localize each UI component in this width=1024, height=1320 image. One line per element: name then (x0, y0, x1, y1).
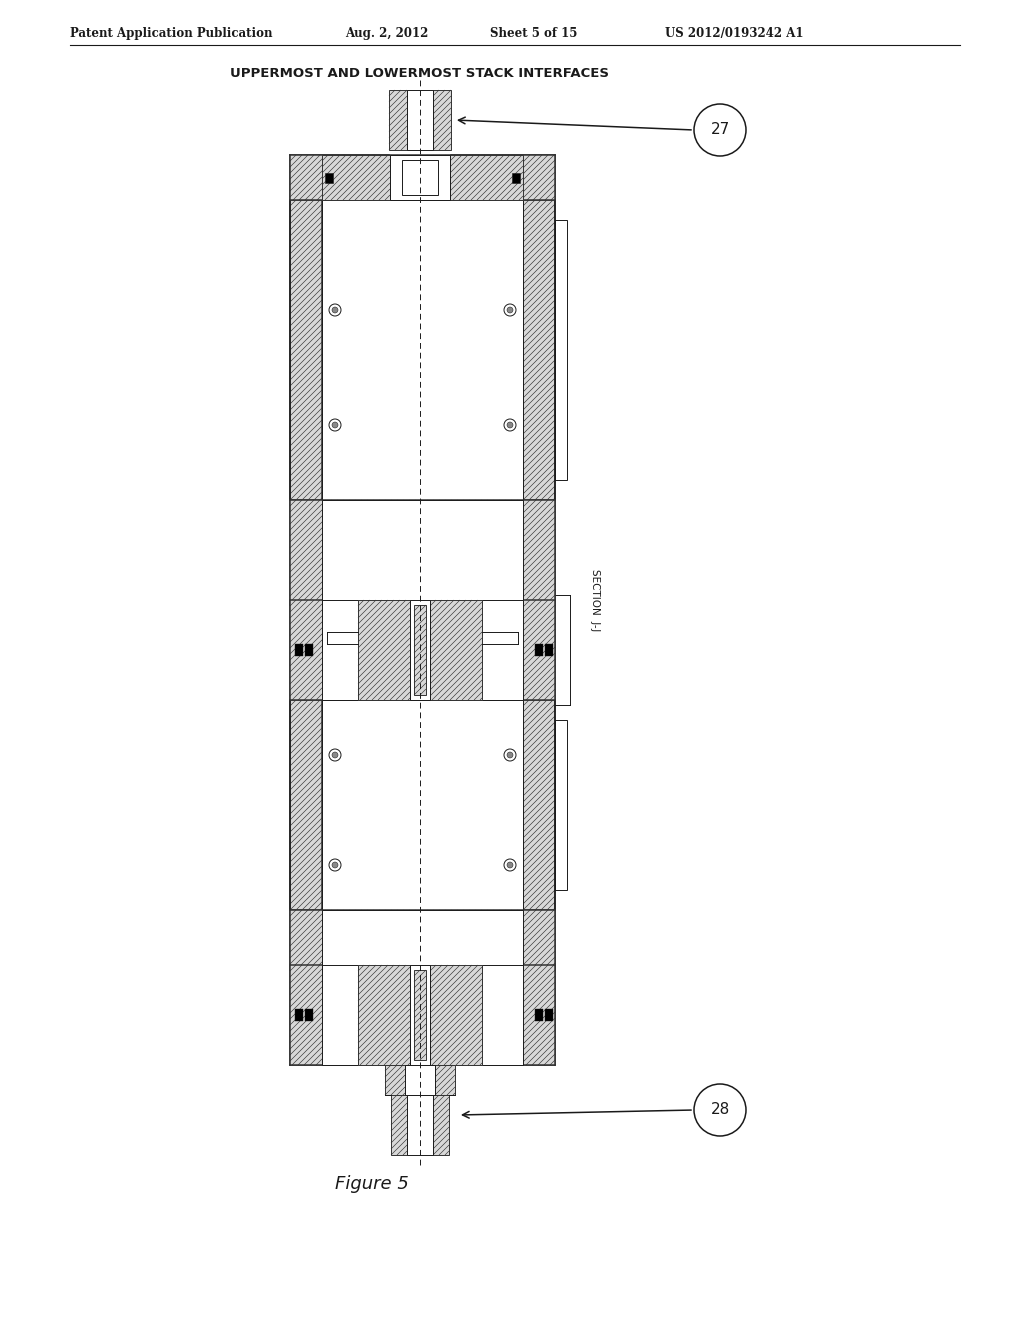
Circle shape (329, 748, 341, 762)
Bar (305, 644, 313, 656)
Bar (430, 965, 482, 1065)
Bar (512, 173, 520, 182)
Bar (290, 909, 555, 970)
Bar (290, 500, 555, 605)
Bar (410, 965, 430, 1065)
Text: SECTION  J-J: SECTION J-J (590, 569, 600, 631)
Bar (322, 154, 390, 201)
Bar (322, 700, 523, 909)
Circle shape (504, 418, 516, 432)
Bar (545, 644, 553, 656)
Bar (406, 1065, 435, 1096)
Bar (290, 154, 555, 201)
Bar (290, 965, 555, 1065)
Bar (482, 601, 523, 700)
Text: Aug. 2, 2012: Aug. 2, 2012 (345, 26, 428, 40)
Text: 27: 27 (711, 123, 730, 137)
Bar (325, 173, 333, 182)
Circle shape (332, 862, 338, 869)
Bar (358, 601, 410, 700)
Bar (430, 601, 482, 700)
Bar (407, 1096, 433, 1155)
Bar (523, 201, 555, 500)
Bar (545, 1008, 553, 1020)
Bar (322, 500, 523, 605)
Circle shape (332, 308, 338, 313)
Bar (402, 160, 438, 195)
Bar (322, 965, 358, 1065)
Text: US 2012/0193242 A1: US 2012/0193242 A1 (665, 26, 804, 40)
Bar (535, 1008, 543, 1020)
Text: Sheet 5 of 15: Sheet 5 of 15 (490, 26, 578, 40)
Bar (322, 201, 523, 500)
Bar (555, 719, 567, 890)
Circle shape (504, 304, 516, 315)
Bar (290, 700, 322, 909)
Bar (290, 601, 555, 700)
Bar (535, 644, 543, 656)
Bar (290, 201, 322, 500)
Bar (391, 1096, 407, 1155)
Bar (435, 1065, 455, 1096)
Circle shape (332, 422, 338, 428)
Circle shape (507, 308, 513, 313)
Bar (295, 1008, 303, 1020)
Bar (407, 90, 433, 150)
Bar (358, 965, 410, 1065)
Circle shape (329, 859, 341, 871)
Circle shape (329, 304, 341, 315)
Text: Patent Application Publication: Patent Application Publication (70, 26, 272, 40)
Bar (322, 909, 523, 970)
Bar (389, 90, 407, 150)
Bar (433, 90, 451, 150)
Circle shape (507, 862, 513, 869)
Bar (410, 601, 430, 700)
Text: Figure 5: Figure 5 (335, 1175, 409, 1193)
Text: UPPERMOST AND LOWERMOST STACK INTERFACES: UPPERMOST AND LOWERMOST STACK INTERFACES (230, 67, 609, 81)
Bar (322, 601, 358, 700)
Circle shape (329, 418, 341, 432)
Bar (523, 700, 555, 909)
Bar (482, 965, 523, 1065)
Bar (450, 154, 523, 201)
Bar (555, 220, 567, 480)
Bar (433, 1096, 449, 1155)
Text: 28: 28 (711, 1102, 730, 1118)
Bar (305, 1008, 313, 1020)
Bar (390, 154, 450, 201)
Circle shape (332, 752, 338, 758)
Circle shape (504, 748, 516, 762)
Circle shape (507, 422, 513, 428)
Bar (414, 605, 426, 696)
Bar (385, 1065, 406, 1096)
Bar (414, 970, 426, 1060)
Circle shape (507, 752, 513, 758)
Circle shape (504, 859, 516, 871)
Bar (295, 644, 303, 656)
